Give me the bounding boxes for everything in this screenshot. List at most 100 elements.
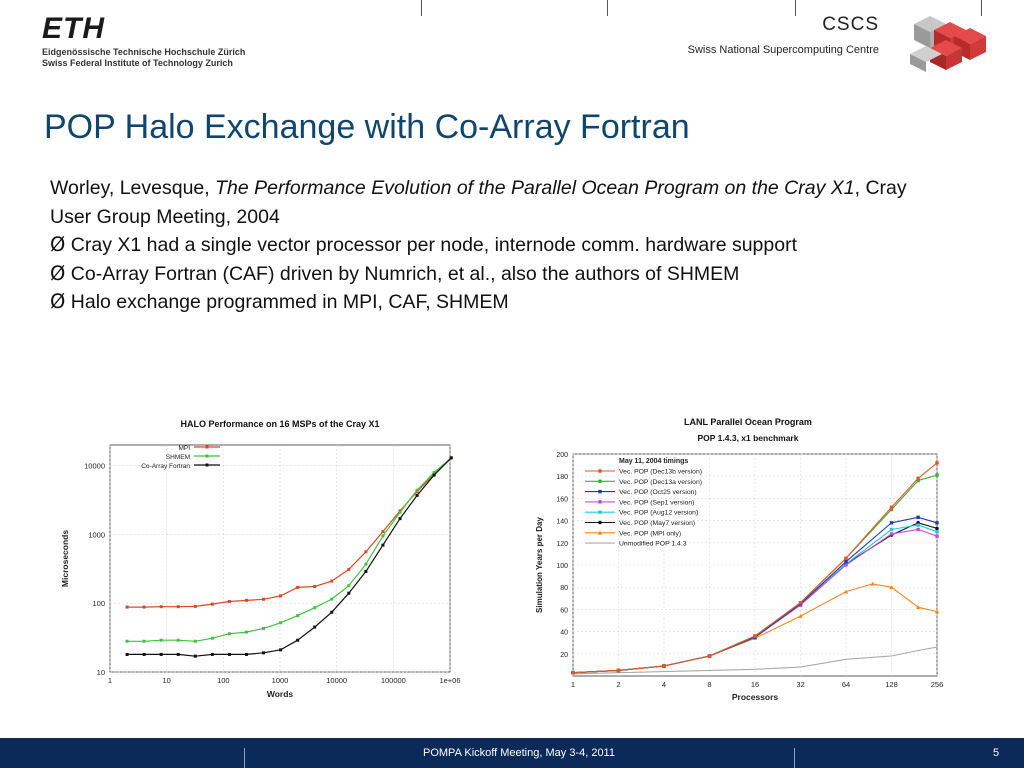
x-tick-label: 100 <box>217 676 230 685</box>
data-point <box>571 670 575 675</box>
y-axis-label: Simulation Years per Day <box>535 517 544 613</box>
legend-label: Vec. POP (Oct25 version) <box>619 489 697 496</box>
data-point <box>210 602 214 606</box>
bullet-item: Ø Halo exchange programmed in MPI, CAF, … <box>50 288 950 317</box>
slide-title: POP Halo Exchange with Co-Array Fortran <box>44 108 690 146</box>
data-point <box>176 605 180 609</box>
data-point <box>598 489 602 494</box>
x-tick-label: 2 <box>616 680 620 689</box>
data-point <box>227 652 231 656</box>
cscs-logo: CSCS Swiss National Supercomputing Centr… <box>684 12 1004 72</box>
legend-label: Vec. POP (Aug12 version) <box>619 510 698 517</box>
data-point <box>915 604 921 609</box>
chart-title: LANL Parallel Ocean Program <box>684 417 812 427</box>
x-tick-label: 4 <box>662 680 666 689</box>
data-point <box>262 651 266 655</box>
header-divider <box>421 0 422 16</box>
data-point <box>279 621 283 625</box>
legend-label: SHMEM <box>166 454 190 461</box>
legend-label: Co-Array Fortran <box>141 463 190 470</box>
header-divider <box>981 0 982 16</box>
legend-label: Vec. POP (Dec13a version) <box>619 479 702 486</box>
y-tick-label: 20 <box>560 652 568 659</box>
data-point <box>125 652 129 656</box>
cscs-cube-icon <box>910 16 986 72</box>
data-point <box>193 654 197 658</box>
x-tick-label: 16 <box>751 680 759 689</box>
data-point <box>889 507 894 512</box>
data-point <box>125 605 129 609</box>
eth-logo-wordmark: ETH <box>42 12 105 45</box>
bullet-text: Cray X1 had a single vector processor pe… <box>70 234 797 256</box>
data-point <box>193 639 197 643</box>
data-point <box>193 604 197 608</box>
data-point <box>279 648 283 652</box>
data-point <box>935 473 939 477</box>
footer-divider <box>794 748 795 768</box>
y-tick-label: 160 <box>556 496 568 503</box>
data-point <box>935 530 939 534</box>
y-tick-label: 1000 <box>88 530 105 539</box>
data-point <box>662 664 666 668</box>
data-point <box>935 526 939 531</box>
data-point <box>313 606 317 610</box>
data-point <box>707 654 712 658</box>
data-point <box>889 527 894 532</box>
data-point <box>176 652 180 656</box>
data-point <box>798 601 803 605</box>
data-point <box>313 625 317 629</box>
y-tick-label: 10 <box>97 668 105 677</box>
halo-performance-chart: HALO Performance on 16 MSPs of the Cray … <box>58 415 463 700</box>
data-point <box>364 569 368 573</box>
y-tick-label: 40 <box>560 630 568 637</box>
data-point <box>843 589 849 594</box>
citation-title: The Performance Evolution of the Paralle… <box>215 177 855 199</box>
data-point <box>398 510 402 514</box>
legend-label: Unmodified POP 1.4.3 <box>619 541 687 548</box>
data-point <box>381 543 385 547</box>
legend-title: May 11, 2004 timings <box>619 458 688 465</box>
x-tick-label: 128 <box>885 680 898 689</box>
bullet-arrow-icon: Ø <box>50 233 66 256</box>
data-point <box>432 470 436 474</box>
data-point <box>935 521 939 525</box>
data-point <box>844 563 848 567</box>
bullet-arrow-icon: Ø <box>50 261 66 285</box>
data-point <box>415 493 419 497</box>
chart-title: HALO Performance on 16 MSPs of the Cray … <box>180 419 379 429</box>
data-point <box>432 473 436 477</box>
series-line-0 <box>127 457 452 608</box>
y-tick-label: 100 <box>556 563 568 570</box>
data-point <box>935 534 939 538</box>
x-tick-label: 256 <box>931 680 944 689</box>
cscs-logo-wordmark: CSCS <box>822 14 879 35</box>
x-axis-label: Words <box>267 689 294 699</box>
data-point <box>889 521 894 525</box>
header-divider <box>795 0 796 16</box>
legend-label: Vec. POP (May7 version) <box>619 520 695 527</box>
data-point <box>142 652 146 656</box>
footer-divider <box>244 748 245 768</box>
data-point <box>597 530 603 535</box>
bullet-item: Ø Cray X1 had a single vector processor … <box>50 231 950 260</box>
data-point <box>798 613 803 618</box>
x-axis-label: Processors <box>732 692 779 702</box>
series-line <box>572 462 938 674</box>
data-point <box>176 638 180 642</box>
y-tick-label: 100 <box>92 599 105 608</box>
x-tick-label: 32 <box>796 680 804 689</box>
y-tick-label: 10000 <box>84 462 105 471</box>
data-point <box>330 579 334 583</box>
data-point <box>244 598 248 602</box>
legend-marker <box>205 463 209 467</box>
x-tick-label: 64 <box>842 680 850 689</box>
data-point <box>889 585 894 589</box>
y-tick-label: 180 <box>556 474 568 481</box>
x-tick-label: 1e+06 <box>439 676 460 685</box>
data-point <box>227 632 231 636</box>
data-point <box>159 652 163 656</box>
pop-benchmark-chart-svg: LANL Parallel Ocean Program POP 1.4.3, x1… <box>535 417 944 702</box>
bullet-text: Co-Array Fortran (CAF) driven by Numrich… <box>70 262 740 285</box>
data-point <box>916 515 920 519</box>
data-point <box>844 559 848 564</box>
